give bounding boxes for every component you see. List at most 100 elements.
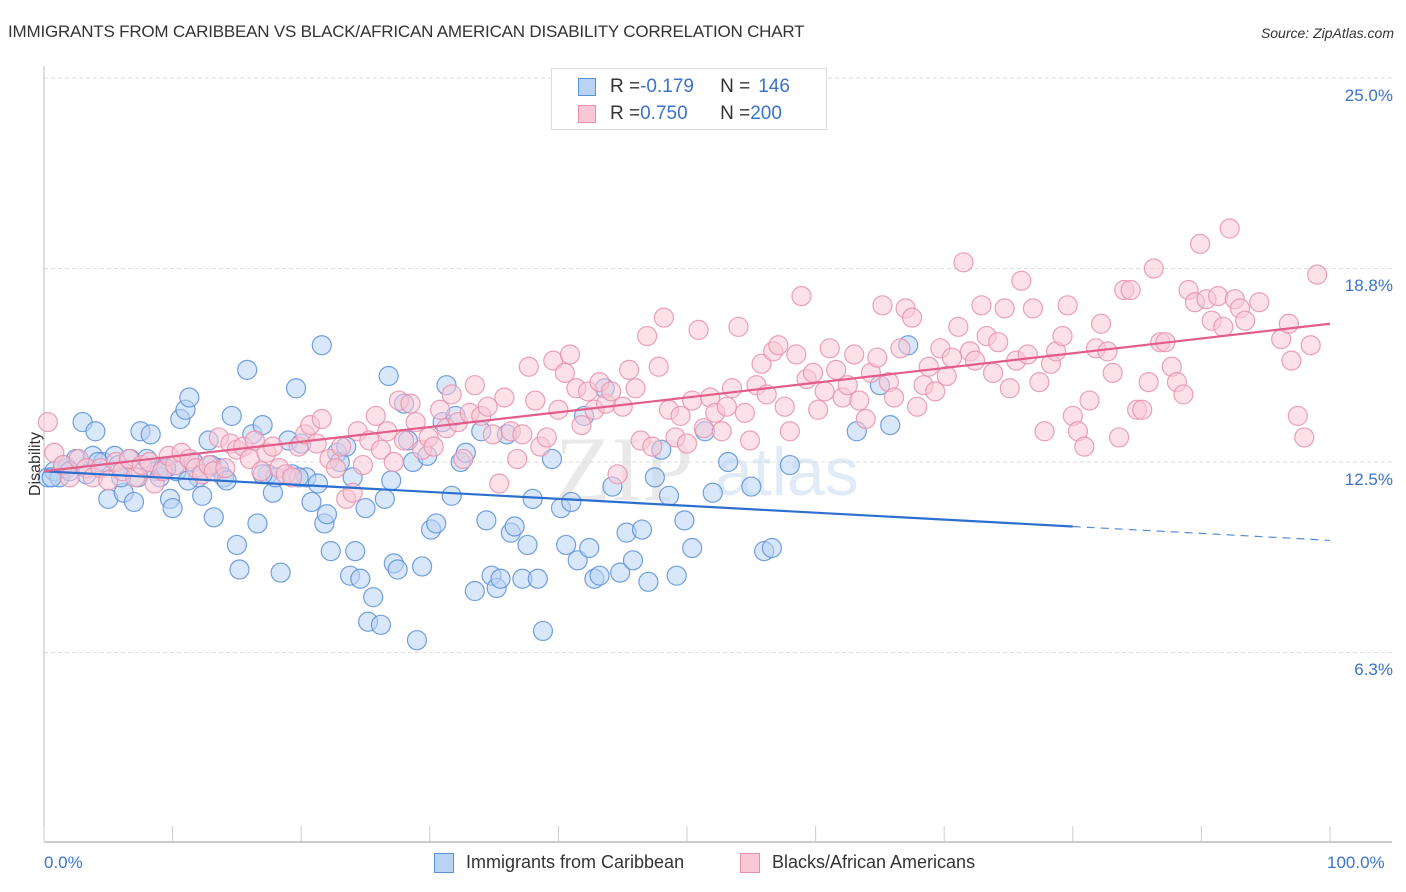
data-point: [948, 316, 969, 337]
data-point: [610, 562, 631, 583]
data-point: [728, 316, 749, 337]
data-point: [270, 562, 291, 583]
data-point: [751, 353, 772, 374]
data-point: [721, 378, 743, 399]
data-point: [311, 408, 332, 430]
data-point: [1017, 344, 1038, 365]
data-point: [282, 467, 303, 488]
data-point: [1079, 390, 1100, 411]
data-point: [734, 402, 755, 423]
data-point: [768, 335, 789, 356]
n-label: N =: [720, 76, 751, 97]
data-point: [1102, 362, 1123, 384]
data-point: [1219, 218, 1240, 239]
source-label: Source: ZipAtlas.com: [1260, 25, 1394, 41]
data-point: [682, 390, 703, 411]
data-point: [162, 497, 183, 519]
trend-lines: [43, 322, 1331, 541]
data-point: [355, 497, 376, 519]
data-point: [301, 491, 322, 513]
data-point: [638, 571, 659, 592]
data-point: [802, 362, 824, 384]
data-point: [1120, 279, 1141, 301]
data-point: [1097, 341, 1118, 362]
data-point: [363, 587, 384, 608]
data-point: [561, 491, 582, 513]
data-point: [59, 467, 80, 488]
y-tick-label: 6.3%: [1354, 660, 1393, 680]
data-point: [316, 504, 338, 525]
r-label: R =: [610, 76, 641, 97]
data-point: [1208, 286, 1229, 307]
data-point: [554, 362, 575, 384]
data-point: [1294, 427, 1315, 448]
data-point: [325, 458, 347, 479]
axes: [43, 66, 1392, 843]
y-tick-label: 18.8%: [1344, 276, 1393, 296]
data-point: [85, 421, 106, 442]
data-point: [221, 405, 242, 427]
data-point: [406, 630, 428, 651]
data-point: [285, 378, 307, 399]
data-point: [567, 550, 588, 571]
data-point: [476, 510, 497, 531]
data-point: [229, 559, 250, 580]
trend-line-extension: [1072, 525, 1331, 541]
blue-swatch: [578, 78, 596, 96]
data-point: [1138, 372, 1159, 393]
data-point: [849, 390, 870, 411]
data-point: [350, 568, 371, 589]
data-point: [507, 448, 528, 470]
pink-swatch: [740, 852, 760, 873]
data-point: [779, 454, 800, 476]
data-point: [548, 399, 569, 420]
data-point: [426, 513, 447, 534]
data-point: [670, 405, 691, 427]
data-point: [226, 534, 247, 556]
data-point: [791, 286, 812, 307]
data-point: [541, 448, 563, 470]
data-point: [1235, 310, 1256, 331]
data-point: [819, 338, 840, 359]
data-point: [941, 347, 963, 368]
data-point: [589, 565, 610, 586]
data-point: [855, 408, 876, 430]
data-point: [1249, 292, 1270, 313]
r-label: R =: [610, 103, 641, 124]
data-point: [674, 510, 695, 531]
data-point: [571, 415, 592, 436]
data-point: [518, 356, 539, 377]
data-point: [494, 387, 515, 408]
legend-label: Immigrants from Caribbean: [466, 852, 685, 872]
data-point: [676, 433, 698, 454]
legend-item-caribbean[interactable]: Immigrants from Caribbean: [434, 852, 684, 873]
data-point: [1057, 295, 1078, 316]
stats-legend: R = -0.179 N = 146 R = 0.750 N = 200: [551, 68, 827, 130]
data-point: [964, 350, 986, 371]
data-point: [1281, 350, 1302, 371]
data-point: [883, 387, 905, 408]
data-point: [774, 396, 795, 417]
data-point: [237, 359, 258, 380]
x-tick-label-max: 100.0%: [1327, 853, 1385, 872]
data-point: [411, 556, 433, 577]
data-point: [1300, 335, 1321, 356]
pink-swatch: [578, 105, 596, 123]
data-point: [741, 476, 762, 497]
data-point: [579, 537, 600, 559]
data-point: [307, 473, 329, 494]
data-point: [739, 430, 761, 451]
chart-title: IMMIGRANTS FROM CARIBBEAN VS BLACK/AFRIC…: [8, 22, 805, 41]
data-point: [1108, 427, 1130, 448]
data-point: [994, 298, 1015, 319]
r-value-pink: 0.750: [640, 103, 688, 124]
data-point: [423, 436, 444, 457]
data-point: [123, 491, 145, 513]
data-point: [901, 307, 923, 328]
data-point: [1307, 264, 1328, 285]
data-point: [370, 614, 392, 635]
legend-item-blacks[interactable]: Blacks/African Americans: [740, 852, 975, 873]
y-tick-label: 12.5%: [1344, 470, 1393, 489]
data-point: [556, 534, 577, 556]
